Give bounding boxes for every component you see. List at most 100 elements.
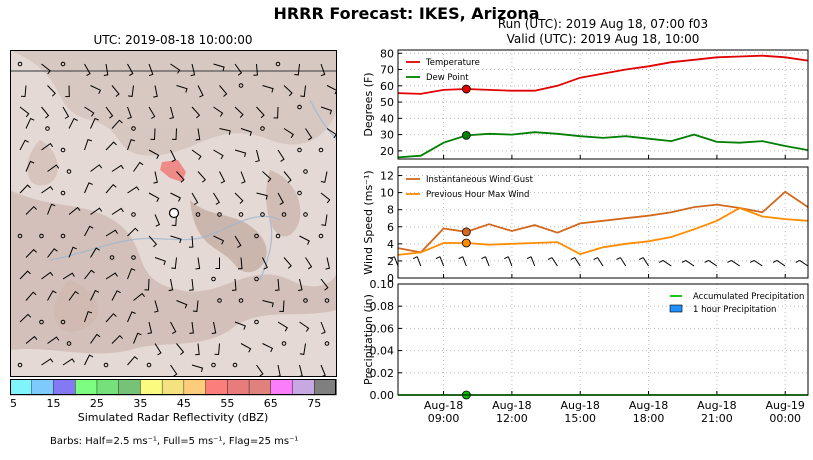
wind-barb xyxy=(191,364,204,373)
wind-barb xyxy=(148,106,156,119)
time-wind-barb xyxy=(458,256,467,267)
wind-barb xyxy=(127,63,134,76)
wind-barb xyxy=(154,343,162,356)
x-tick-label-day: Aug-18 xyxy=(560,399,599,412)
wind-barb xyxy=(211,321,217,335)
x-tick-label-time: 12:00 xyxy=(496,412,528,425)
wind-barb xyxy=(273,106,279,119)
wind-barb xyxy=(65,85,70,98)
wind-barb xyxy=(25,291,37,301)
series-marker xyxy=(461,227,471,237)
wind-barb xyxy=(148,149,160,160)
time-wind-barb xyxy=(727,259,740,267)
legend-swatch xyxy=(669,304,683,313)
y-tick-label: 40 xyxy=(380,112,394,125)
wind-barb xyxy=(234,149,247,158)
wind-barb xyxy=(219,85,228,97)
wind-barb xyxy=(19,184,31,194)
colorbar-label: Simulated Radar Reflectivity (dBZ) xyxy=(77,411,269,424)
wind-barb xyxy=(127,106,132,120)
radar-echo xyxy=(160,160,186,182)
x-tick-label-time: 15:00 xyxy=(564,412,596,425)
calm-wind-circle xyxy=(318,147,324,153)
wind-barb xyxy=(90,85,102,95)
wind-barb xyxy=(256,364,264,377)
time-wind-barb xyxy=(795,259,809,267)
wind-barb xyxy=(283,128,294,139)
wind-barb xyxy=(176,343,185,355)
calm-wind-circle xyxy=(260,126,265,131)
wind-barb xyxy=(231,278,237,291)
wind-barb xyxy=(277,192,284,205)
calm-wind-circle xyxy=(103,362,109,368)
time-wind-barb xyxy=(681,259,695,267)
plot-frame xyxy=(397,283,809,396)
calm-wind-circle xyxy=(17,61,23,67)
wind-barb xyxy=(195,343,200,356)
wind-barb xyxy=(320,321,326,335)
y-tick-label: 2 xyxy=(387,255,394,268)
wind-barb xyxy=(127,227,139,237)
wind-barb xyxy=(133,292,145,301)
calm-wind-circle xyxy=(297,147,302,153)
plot-area xyxy=(398,284,808,395)
time-wind-barb xyxy=(704,259,718,267)
y-tick-label: 6 xyxy=(387,221,394,234)
wind-barb xyxy=(214,343,220,356)
calm-wind-circle xyxy=(60,61,66,67)
wind-barb xyxy=(320,106,333,115)
colorbar-tick-label: 45 xyxy=(177,397,191,410)
y-tick-label: 0.04 xyxy=(370,345,395,358)
y-tick-label: 0 xyxy=(387,272,394,285)
calm-wind-circle xyxy=(254,233,259,239)
wind-barb xyxy=(213,149,224,160)
wind-barb xyxy=(68,118,78,129)
wind-barb xyxy=(154,257,166,266)
wind-barb xyxy=(154,300,159,313)
y-tick-label: 0.00 xyxy=(370,389,395,402)
calm-wind-circle xyxy=(17,233,23,239)
wind-barb xyxy=(320,192,331,204)
series-marker xyxy=(461,238,471,248)
wind-barb xyxy=(90,164,103,172)
wind-barb xyxy=(19,106,30,118)
wind-barb xyxy=(176,300,188,309)
wind-barb xyxy=(170,192,181,202)
wind-barb xyxy=(191,106,201,119)
calm-wind-circle xyxy=(275,233,281,239)
plot-frame xyxy=(397,166,809,279)
calm-wind-circle xyxy=(324,298,330,303)
colorbar-tick-label: 5 xyxy=(10,397,17,410)
wind-barb xyxy=(300,85,306,97)
figure-title: HRRR Forecast: IKES, Arizona xyxy=(273,4,540,23)
wind-barb xyxy=(197,171,207,183)
wind-barb xyxy=(262,171,272,183)
time-wind-barb xyxy=(749,259,763,267)
wind-barb xyxy=(84,269,95,280)
legend-label: Previous Hour Max Wind xyxy=(426,190,529,200)
wind-barb xyxy=(127,268,136,280)
wind-barb xyxy=(168,278,174,292)
wind-barb xyxy=(103,63,109,76)
y-tick-label: 0.10 xyxy=(370,278,395,291)
time-wind-barb xyxy=(504,256,513,267)
calm-wind-circle xyxy=(131,126,136,131)
wind-barb xyxy=(262,300,274,308)
wind-barb xyxy=(105,272,118,280)
legend-label: Accumulated Precipitation xyxy=(693,292,804,302)
legend-label: Dew Point xyxy=(426,73,469,83)
calm-wind-circle xyxy=(238,212,244,217)
colorbar-tick-label: 35 xyxy=(133,397,147,410)
wind-barb xyxy=(169,106,175,120)
wind-barb xyxy=(189,321,194,334)
calm-wind-circle xyxy=(60,190,66,196)
series-marker xyxy=(461,84,471,94)
barbs-note: Barbs: Half=2.5 ms⁻¹, Full=5 ms⁻¹, Flag=… xyxy=(50,436,299,447)
wind-barb xyxy=(90,247,100,258)
calm-wind-circle xyxy=(39,233,44,239)
wind-barb xyxy=(256,192,268,200)
wind-barb xyxy=(299,343,306,355)
wind-barb xyxy=(274,278,280,291)
wind-barb xyxy=(234,235,242,248)
wind-barb xyxy=(127,311,136,323)
